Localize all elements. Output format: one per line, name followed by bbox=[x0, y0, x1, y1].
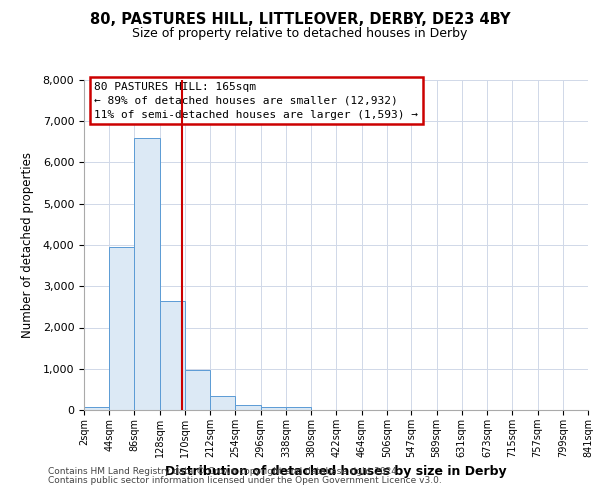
Bar bbox=[185, 370, 210, 410]
Bar bbox=[260, 408, 286, 410]
Bar bbox=[210, 396, 235, 410]
Bar bbox=[134, 138, 160, 410]
Text: 80 PASTURES HILL: 165sqm
← 89% of detached houses are smaller (12,932)
11% of se: 80 PASTURES HILL: 165sqm ← 89% of detach… bbox=[94, 82, 418, 120]
X-axis label: Distribution of detached houses by size in Derby: Distribution of detached houses by size … bbox=[165, 466, 507, 478]
Bar bbox=[160, 300, 185, 410]
Text: 80, PASTURES HILL, LITTLEOVER, DERBY, DE23 4BY: 80, PASTURES HILL, LITTLEOVER, DERBY, DE… bbox=[90, 12, 510, 28]
Y-axis label: Number of detached properties: Number of detached properties bbox=[22, 152, 34, 338]
Bar bbox=[84, 408, 109, 410]
Text: Contains public sector information licensed under the Open Government Licence v3: Contains public sector information licen… bbox=[48, 476, 442, 485]
Bar bbox=[235, 405, 260, 410]
Bar bbox=[286, 408, 311, 410]
Bar bbox=[109, 247, 134, 410]
Text: Size of property relative to detached houses in Derby: Size of property relative to detached ho… bbox=[133, 28, 467, 40]
Text: Contains HM Land Registry data © Crown copyright and database right 2024.: Contains HM Land Registry data © Crown c… bbox=[48, 467, 400, 476]
